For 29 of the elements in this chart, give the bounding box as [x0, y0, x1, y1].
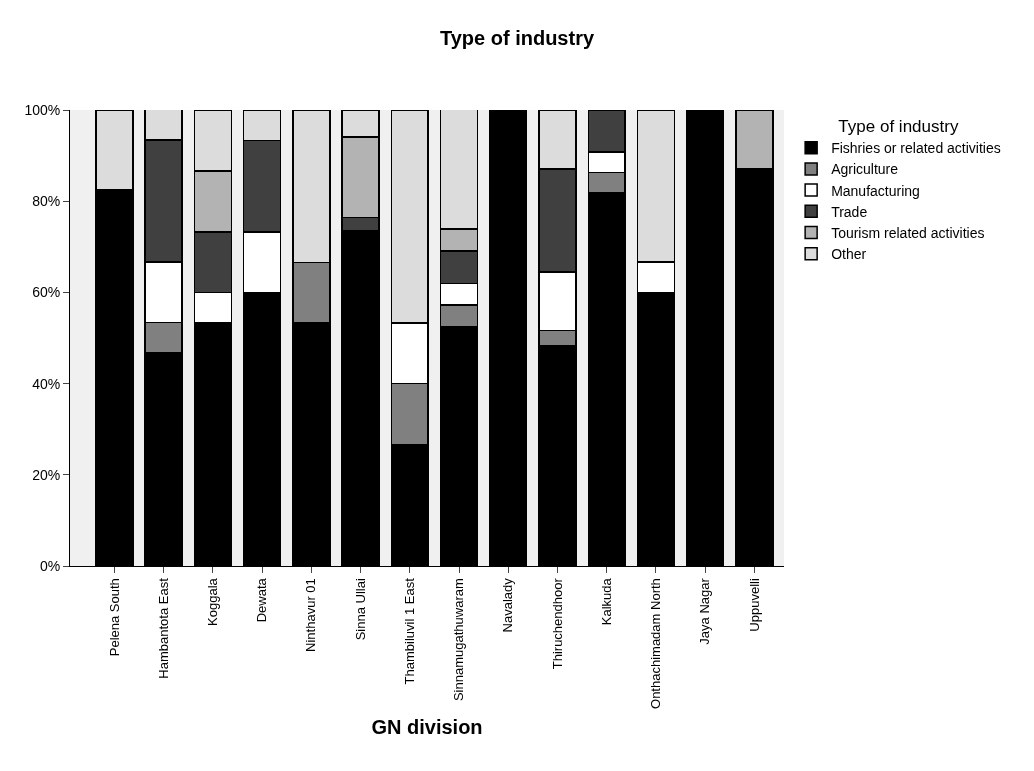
y-tick-label: 80% [32, 193, 61, 210]
x-tick-label: Uppuvelli [746, 578, 762, 632]
x-tick-label: Thiruchendhoor [549, 577, 565, 670]
x-tick-label: Dewata [254, 577, 270, 623]
x-tick-label: Onthachimadam North [648, 578, 664, 709]
y-tick-label: 60% [32, 284, 61, 301]
x-axis-title: GN division [371, 716, 483, 739]
legend-label: Trade [831, 203, 868, 220]
legend-title: Type of industry [838, 117, 959, 137]
y-tick-label: 40% [32, 375, 61, 392]
y-tick-label: 20% [32, 466, 61, 483]
legend-label: Fishries or related activities [831, 140, 1001, 157]
legend-label: Manufacturing [831, 182, 920, 199]
x-tick-label: Navalady [500, 577, 516, 633]
legend-label: Other [831, 246, 867, 263]
x-tick-label: Pelena South [106, 578, 122, 657]
y-tick-label: 100% [24, 101, 61, 118]
x-tick-label: Sinnamugathuwaram [451, 578, 467, 702]
x-tick-label: Thambiluvil 1 East [401, 577, 417, 685]
x-tick-label: Sinna Ullai [352, 578, 368, 641]
x-tick-label: Koggala [205, 577, 221, 626]
x-tick-label: Kalkuda [598, 577, 614, 626]
legend-label: Tourism related activities [831, 224, 985, 241]
legend-label: Agriculture [831, 161, 899, 178]
x-tick-label: Ninthavur 01 [303, 578, 319, 652]
y-tick-label: 0% [39, 557, 61, 574]
chart-title: Type of industry [439, 26, 595, 49]
x-tick-label: Jaya Nagar [697, 577, 713, 645]
x-tick-label: Hambantota East [155, 577, 171, 679]
